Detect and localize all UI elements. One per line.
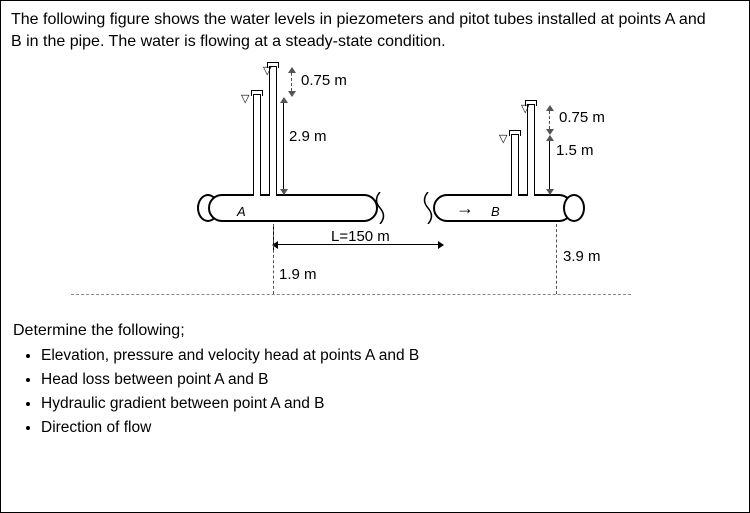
pipe-segment-right: [433, 194, 573, 222]
dim-b-pressure-head: [549, 136, 550, 194]
pipe-segment-left: [208, 194, 378, 222]
questions-list: Elevation, pressure and velocity head at…: [41, 344, 737, 440]
label-a-pressure-head: 2.9 m: [289, 128, 327, 145]
point-b-label: B: [491, 204, 500, 219]
pitot-b-level-icon: ▽: [521, 102, 529, 115]
label-b-velocity-head: 0.75 m: [559, 109, 605, 126]
list-item: Direction of flow: [41, 416, 737, 440]
figure: → ▽ ▽ A ▽ ▽ B 0.75 m 2.9 m 0.75 m 1.5 m …: [1, 56, 749, 316]
pitot-a-level-icon: ▽: [263, 64, 271, 77]
list-item: Hydraulic gradient between point A and B: [41, 392, 737, 416]
questions-section: Determine the following; Elevation, pres…: [1, 316, 749, 440]
pitot-a: [269, 66, 277, 196]
dim-elev-b-tick: [556, 224, 557, 294]
problem-line-2: B in the pipe. The water is flowing at a…: [11, 33, 446, 50]
label-b-pressure-head: 1.5 m: [556, 142, 594, 159]
list-item: Head loss between point A and B: [41, 368, 737, 392]
questions-prompt: Determine the following;: [13, 322, 737, 340]
pitot-b: [527, 104, 535, 196]
piezometer-a-top: [251, 90, 263, 96]
label-a-velocity-head: 0.75 m: [301, 72, 347, 89]
dim-b-velocity-head: [549, 106, 550, 134]
piezometer-b-level-icon: ▽: [499, 132, 507, 145]
dim-drop-a-tick: [273, 224, 274, 294]
dim-a-velocity-head: [291, 68, 292, 96]
piezometer-a-level-icon: ▽: [241, 92, 249, 105]
label-drop-a: 1.9 m: [279, 266, 317, 283]
label-length: L=150 m: [331, 228, 390, 245]
list-item: Elevation, pressure and velocity head at…: [41, 344, 737, 368]
piezometer-a: [253, 94, 261, 196]
point-a-label: A: [237, 204, 246, 219]
datum-line: [71, 294, 631, 295]
piezometer-b-top: [509, 130, 521, 136]
problem-line-1: The following figure shows the water lev…: [11, 11, 706, 28]
dim-a-pressure-head: [283, 98, 284, 194]
pipe-right-end: [563, 194, 585, 222]
piezometer-b: [511, 134, 519, 196]
label-elev-b: 3.9 m: [563, 248, 601, 265]
problem-statement: The following figure shows the water lev…: [1, 1, 749, 56]
flow-arrow-icon: →: [456, 198, 474, 219]
pipe-break-left: [373, 192, 387, 224]
